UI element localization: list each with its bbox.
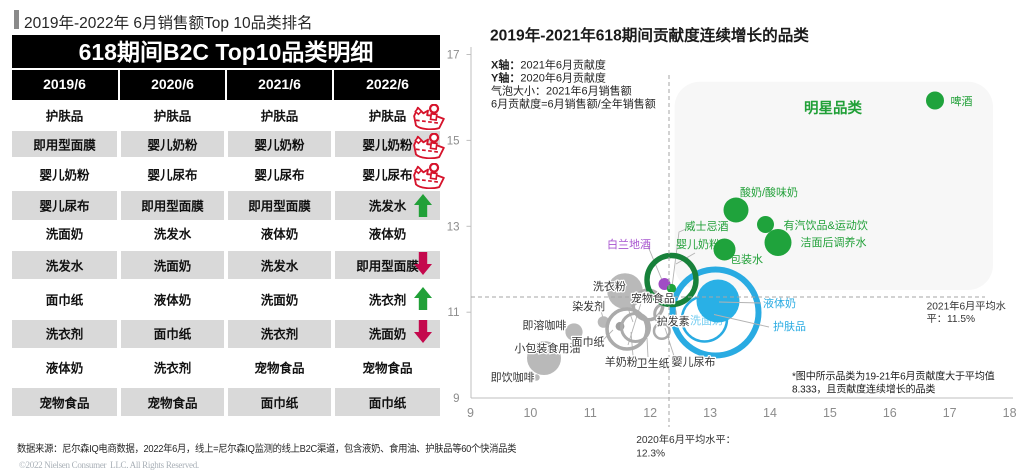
svg-text:羊奶粉: 羊奶粉 [605,355,638,369]
svg-text:染发剂: 染发剂 [572,299,605,313]
svg-text:Y轴：2020年6月贡献度: Y轴：2020年6月贡献度 [491,71,606,85]
svg-text:9: 9 [453,393,459,405]
svg-text:10: 10 [523,406,537,420]
svg-text:包装水: 包装水 [730,253,763,266]
svg-text:X轴：2021年6月贡献度: X轴：2021年6月贡献度 [491,58,606,72]
svg-text:有汽饮品&运动饮: 有汽饮品&运动饮 [784,218,868,232]
svg-text:护发素: 护发素 [657,314,690,328]
svg-text:婴儿尿布: 婴儿尿布 [672,356,716,369]
svg-text:小包装食用油: 小包装食用油 [514,341,580,355]
svg-text:16: 16 [883,406,897,420]
svg-text:17: 17 [943,406,957,420]
svg-text:2021年6月平均水: 2021年6月平均水 [927,300,1006,313]
svg-text:婴儿奶粉: 婴儿奶粉 [676,237,720,251]
svg-text:17: 17 [447,50,460,62]
svg-text:6月贡献度=6月销售额/全年销售额: 6月贡献度=6月销售额/全年销售额 [491,97,656,111]
svg-text:12.3%: 12.3% [636,449,665,460]
svg-text:酸奶/酸味奶: 酸奶/酸味奶 [740,185,798,199]
svg-text:护肤品: 护肤品 [773,319,806,333]
svg-text:面巾纸: 面巾纸 [572,335,605,349]
svg-text:即溶咖啡: 即溶咖啡 [522,318,566,332]
svg-text:9: 9 [467,406,474,420]
svg-text:11: 11 [584,406,597,420]
svg-text:2020年6月平均水平：: 2020年6月平均水平： [636,433,736,446]
svg-text:洗衣粉: 洗衣粉 [593,279,626,293]
svg-text:15: 15 [447,135,460,147]
svg-text:2019年-2021年618期间贡献度连续增长的品类: 2019年-2021年618期间贡献度连续增长的品类 [490,26,809,45]
svg-text:卫生纸: 卫生纸 [637,356,670,370]
svg-text:14: 14 [763,406,777,420]
svg-text:*图中所示品类为19-21年6月贡献度大于平均值: *图中所示品类为19-21年6月贡献度大于平均值 [792,370,995,383]
svg-text:13: 13 [447,221,460,233]
svg-text:宠物食品: 宠物食品 [631,291,675,305]
svg-text:液体奶: 液体奶 [763,296,796,310]
svg-text:平：11.5%: 平：11.5% [927,314,976,325]
svg-text:18: 18 [1003,406,1017,420]
svg-text:啤酒: 啤酒 [951,94,973,108]
svg-text:白兰地酒: 白兰地酒 [607,237,651,251]
svg-text:15: 15 [823,406,837,420]
svg-text:8.333，且贡献度连续增长的品类: 8.333，且贡献度连续增长的品类 [792,383,935,396]
svg-text:12: 12 [643,406,657,420]
svg-text:洁面后调养水: 洁面后调养水 [801,235,867,249]
svg-text:13: 13 [703,406,717,420]
svg-text:明星品类: 明星品类 [804,99,862,117]
svg-text:即饮咖啡: 即饮咖啡 [491,370,535,384]
svg-text:11: 11 [448,307,460,319]
svg-text:威士忌酒: 威士忌酒 [685,220,729,233]
svg-text:气泡大小：2021年6月销售额: 气泡大小：2021年6月销售额 [491,84,632,98]
